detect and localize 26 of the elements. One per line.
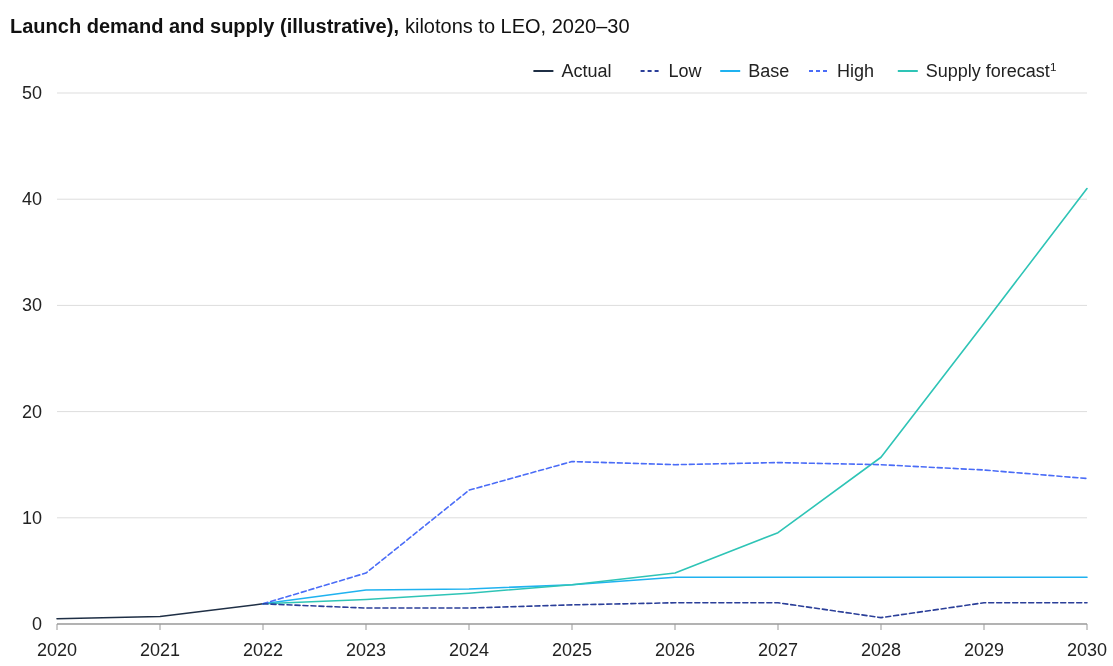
y-tick-label: 30 xyxy=(21,295,42,316)
x-tick-label: 2024 xyxy=(448,640,490,660)
x-tick-label: 2028 xyxy=(860,640,902,660)
legend-label: Low xyxy=(668,61,703,81)
chart-title: Launch demand and supply (illustrative), xyxy=(10,15,399,37)
x-tick-label: 2021 xyxy=(139,640,181,660)
x-tick-label: 2025 xyxy=(551,640,593,660)
y-tick-label: 10 xyxy=(21,507,42,528)
line-series xyxy=(262,460,1088,605)
x-tick-label: 2020 xyxy=(36,640,78,660)
x-tick-label: 2026 xyxy=(654,640,696,660)
x-tick-label: 2030 xyxy=(1066,640,1108,660)
chart-subtitle: kilotons to LEO, 2020–30 xyxy=(404,15,630,37)
x-tick-label: 2022 xyxy=(242,640,284,660)
legend-label: Actual xyxy=(561,61,612,81)
line-series xyxy=(262,601,1088,619)
x-tick-label: 2029 xyxy=(963,640,1005,660)
legend-label: Supply forecast$^{1}$ xyxy=(925,59,1057,81)
y-tick-label: 0 xyxy=(31,614,42,634)
y-tick-label: 40 xyxy=(21,189,42,210)
x-tick-label: 2027 xyxy=(757,640,799,660)
x-tick-label: 2023 xyxy=(345,640,387,660)
legend-label: Base xyxy=(748,61,790,81)
y-tick-label: 50 xyxy=(21,83,42,103)
y-tick-label: 20 xyxy=(21,401,42,422)
legend-label: High xyxy=(837,61,875,81)
